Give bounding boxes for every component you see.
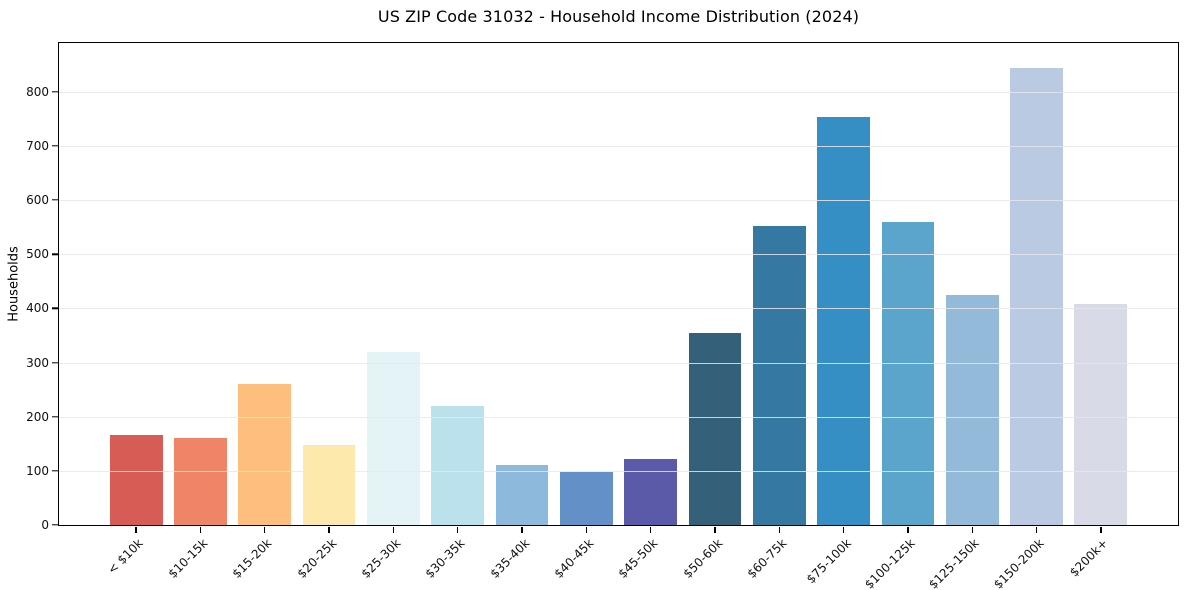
x-tick-label: $50-60k [680, 536, 725, 581]
y-tick-label: 100 [26, 463, 49, 478]
y-tick-mark [52, 91, 58, 93]
y-tick-label: 200 [26, 409, 49, 424]
y-tick-mark [52, 470, 58, 472]
x-tick-mark [1035, 527, 1038, 533]
y-tick-label: 400 [26, 301, 49, 316]
x-tick-mark [971, 527, 973, 533]
bar-slot: $35-40k [487, 43, 554, 581]
bar-slot: $30-35k [423, 43, 490, 581]
x-tick-label: $25-30k [358, 536, 404, 581]
bar-slot: $10-15k [166, 43, 232, 581]
bar-$45-50k [624, 459, 678, 525]
x-tick-label: $200k+ [1067, 536, 1111, 580]
x-tick-mark [842, 527, 845, 533]
x-tick-mark [392, 527, 395, 533]
x-tick-mark [457, 527, 459, 533]
bar-$10-15k [174, 438, 227, 525]
y-tick-label: 700 [26, 138, 49, 153]
x-tick-mark [907, 527, 909, 533]
bar-< $10k [109, 435, 163, 525]
bar-$100-125k [881, 221, 935, 525]
bar-slot: $75-100k [803, 43, 875, 586]
plot-area: < $10k $10-15k $15-20k $20-25k $25-30k $30-35… [26, 42, 1179, 590]
bar-slot: $150-200k [991, 43, 1068, 590]
bar-slot: $45-50k [616, 43, 683, 581]
bar-slot: $60-75k [744, 43, 811, 581]
y-tick-mark [52, 253, 58, 255]
y-tick-mark [52, 524, 58, 526]
bar-$150-200k [1010, 68, 1063, 525]
y-tick-label: 0 [41, 518, 49, 532]
bar-$25-30k [367, 351, 420, 525]
bar-slot: $125-150k [926, 43, 1004, 590]
y-tick-mark [52, 361, 58, 364]
y-tick-mark [52, 199, 58, 201]
x-tick-mark [135, 527, 137, 533]
chart-title: US ZIP Code 31032 - Household Income Dis… [377, 7, 860, 26]
bar-slot: $20-25k [294, 43, 361, 581]
x-tick-label: $75-100k [803, 536, 854, 587]
x-tick-mark [264, 527, 266, 533]
bar-slot: $100-125k [862, 43, 940, 590]
bar-slot: $15-20k [230, 43, 297, 581]
y-tick-mark [52, 307, 58, 310]
x-tick-label: $30-35k [422, 536, 468, 581]
bars-container: < $10k $10-15k $15-20k $20-25k $25-30k $30-35… [59, 43, 1178, 590]
x-tick-mark [521, 527, 523, 533]
x-tick-label: $20-25k [294, 536, 339, 581]
y-tick-label: 300 [26, 355, 49, 370]
y-tick-mark [52, 145, 58, 147]
x-tick-mark [328, 527, 330, 533]
x-tick-mark [649, 527, 652, 533]
bar-$35-40k [495, 465, 549, 525]
x-tick-label: $150-200k [990, 536, 1047, 590]
x-tick-label: $125-150k [926, 536, 983, 590]
x-tick-mark [585, 527, 588, 533]
x-tick-label: $45-50k [615, 536, 661, 581]
x-tick-label: $100-125k [862, 536, 918, 590]
y-tick-label: 500 [26, 247, 49, 262]
x-tick-mark [714, 527, 716, 533]
x-tick-label: $10-15k [165, 536, 211, 581]
bar-$125-150k [945, 295, 999, 525]
bar-$30-35k [431, 406, 485, 525]
x-tick-mark [1100, 527, 1102, 533]
bar-$50-60k [688, 332, 742, 525]
bar-slot: $200k+ [1067, 43, 1133, 580]
bar-$15-20k [238, 384, 292, 525]
x-tick-label: $40-45k [551, 536, 597, 581]
bar-$200k+ [1074, 303, 1128, 525]
y-tick-label: 800 [26, 84, 49, 99]
y-tick-mark [52, 415, 58, 418]
bar-$60-75k [752, 225, 806, 525]
x-tick-label: $15-20k [229, 536, 275, 581]
bar-$75-100k [817, 116, 870, 525]
x-tick-mark [199, 527, 202, 533]
bar-$40-45k [559, 471, 613, 525]
bar-slot: $25-30k [358, 43, 425, 581]
y-tick-label: 600 [26, 193, 49, 208]
bar-slot: $40-45k [551, 43, 618, 581]
bar-slot: < $10k [104, 43, 168, 577]
x-tick-label: $35-40k [487, 536, 532, 581]
bar-$20-25k [302, 444, 356, 525]
bar-slot: $50-60k [680, 43, 747, 581]
x-tick-mark [778, 527, 780, 533]
x-tick-label: < $10k [105, 536, 147, 577]
x-tick-label: $60-75k [744, 536, 790, 581]
